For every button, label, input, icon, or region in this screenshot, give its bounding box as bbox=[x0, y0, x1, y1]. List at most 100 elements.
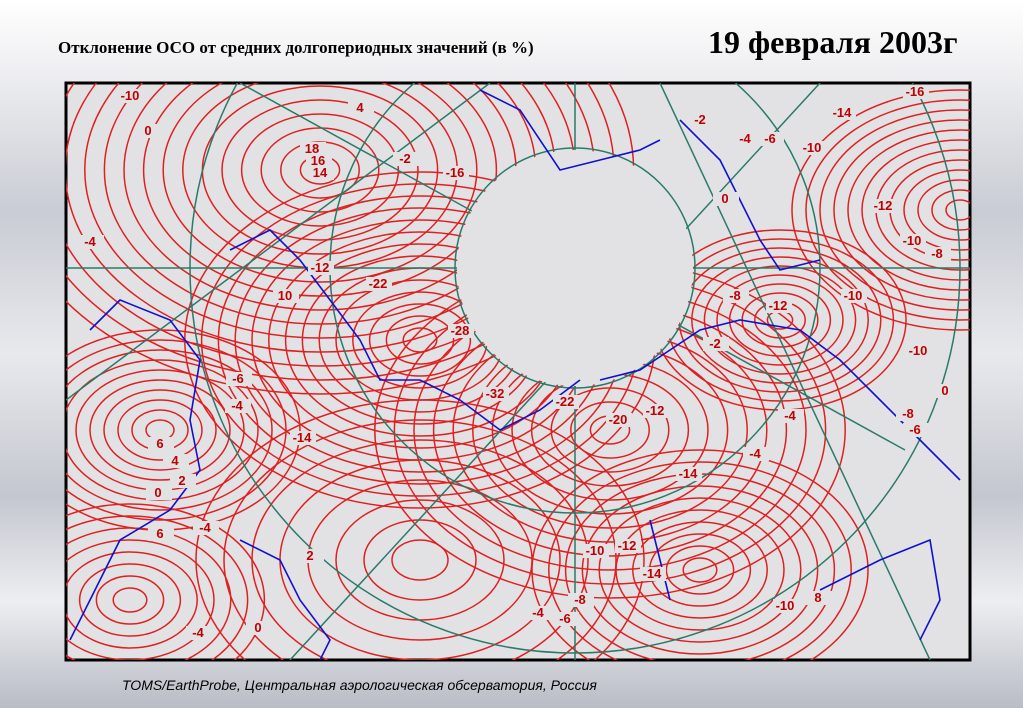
contour-label: -16 bbox=[906, 84, 925, 99]
contour-line bbox=[917, 179, 970, 241]
label-bg bbox=[526, 606, 552, 620]
contour-label: -10 bbox=[903, 233, 922, 248]
contour-label: -4 bbox=[192, 625, 204, 640]
label-bg bbox=[118, 89, 144, 103]
contour-line bbox=[691, 256, 869, 384]
label-bg bbox=[148, 437, 174, 451]
label-bg bbox=[483, 387, 509, 401]
contour-label: -4 bbox=[532, 605, 544, 620]
contour-line bbox=[95, 575, 165, 625]
contour-label: 0 bbox=[254, 620, 261, 635]
contour-line bbox=[195, 399, 645, 660]
contour-label: 2 bbox=[178, 473, 185, 488]
pole-gap bbox=[457, 150, 693, 386]
contour-label: 6 bbox=[156, 526, 163, 541]
contour-label: 16 bbox=[311, 153, 325, 168]
label-bg bbox=[766, 299, 792, 313]
contour-label: -6 bbox=[232, 371, 244, 386]
label-bg bbox=[933, 384, 959, 398]
contour-line bbox=[791, 89, 970, 331]
label-bg bbox=[136, 124, 162, 138]
contour-label: -14 bbox=[833, 105, 853, 120]
contour-label: 6 bbox=[156, 436, 163, 451]
label-bg bbox=[606, 413, 632, 427]
contour-line bbox=[391, 539, 449, 581]
label-bg bbox=[871, 199, 897, 213]
contour-label: -4 bbox=[784, 408, 796, 423]
date: 19 февраля 2003г bbox=[708, 24, 958, 60]
contour-line bbox=[716, 274, 844, 366]
contour-label: -28 bbox=[451, 323, 470, 338]
contour-line bbox=[66, 339, 287, 521]
contour-label: 8 bbox=[814, 590, 821, 605]
contour-label: -4 bbox=[199, 520, 211, 535]
contour-labels: -1040181614-2-16-4-1210-22-28-32-22-20-1… bbox=[78, 84, 959, 640]
label-bg bbox=[688, 113, 714, 127]
label-bg bbox=[553, 612, 579, 626]
label-bg bbox=[643, 404, 669, 418]
contour-line bbox=[632, 521, 768, 619]
label-bg bbox=[298, 549, 324, 563]
contour-line bbox=[223, 419, 617, 660]
contour-label: -6 bbox=[909, 422, 921, 437]
contour-line bbox=[221, 99, 419, 241]
contour-label: 10 bbox=[278, 288, 292, 303]
contour-line bbox=[103, 389, 217, 471]
contour-label: -20 bbox=[609, 412, 628, 427]
label-bg bbox=[906, 344, 932, 358]
contour-label: 0 bbox=[941, 383, 948, 398]
contour-label: -6 bbox=[764, 131, 776, 146]
contour-label: -14 bbox=[679, 466, 699, 481]
contour-label: -4 bbox=[231, 398, 243, 413]
contour-line bbox=[945, 199, 970, 221]
contour-label: -14 bbox=[293, 430, 313, 445]
label-bg bbox=[306, 154, 332, 168]
contour-line bbox=[112, 587, 148, 613]
contour-line bbox=[66, 515, 249, 660]
label-bg bbox=[246, 621, 272, 635]
contour-label: -2 bbox=[399, 151, 411, 166]
label-bg bbox=[676, 467, 702, 481]
label-bg bbox=[723, 289, 749, 303]
contour-line bbox=[805, 99, 970, 321]
contour-label: 0 bbox=[154, 485, 161, 500]
label-bg bbox=[308, 261, 334, 275]
contour-label: -10 bbox=[586, 543, 605, 558]
contour-label: 18 bbox=[305, 141, 319, 156]
contour-line bbox=[385, 315, 455, 365]
contour-line bbox=[66, 503, 266, 660]
label-bg bbox=[743, 447, 769, 461]
label-bg bbox=[806, 591, 832, 605]
contour-line bbox=[162, 83, 478, 283]
contour-line bbox=[78, 563, 182, 637]
contour-label: -2 bbox=[694, 112, 706, 127]
contour-line bbox=[570, 401, 650, 459]
contour-label: -14 bbox=[643, 566, 663, 581]
contour-label: -4 bbox=[749, 446, 761, 461]
contour-line bbox=[251, 439, 589, 660]
label-bg bbox=[830, 106, 856, 120]
label-bg bbox=[448, 324, 474, 338]
label-bg bbox=[300, 142, 326, 156]
contour-label: -8 bbox=[931, 246, 943, 261]
label-bg bbox=[583, 544, 609, 558]
label-bg bbox=[366, 277, 392, 291]
contour-label: -12 bbox=[646, 403, 665, 418]
contour-line bbox=[598, 497, 802, 643]
contour-line bbox=[66, 527, 232, 660]
contour-label: -12 bbox=[311, 260, 330, 275]
label-bg bbox=[553, 395, 579, 409]
contour-line bbox=[833, 119, 970, 301]
label-bg bbox=[226, 372, 252, 386]
label-bg bbox=[170, 474, 196, 488]
contour-label: -10 bbox=[909, 343, 928, 358]
contour-label: -2 bbox=[709, 336, 721, 351]
label-bg bbox=[733, 132, 759, 146]
label-bg bbox=[308, 166, 334, 180]
contour-line bbox=[703, 265, 857, 375]
label-bg bbox=[163, 454, 189, 468]
label-bg bbox=[393, 152, 419, 166]
contour-line bbox=[363, 519, 477, 601]
contour-line bbox=[531, 449, 869, 660]
